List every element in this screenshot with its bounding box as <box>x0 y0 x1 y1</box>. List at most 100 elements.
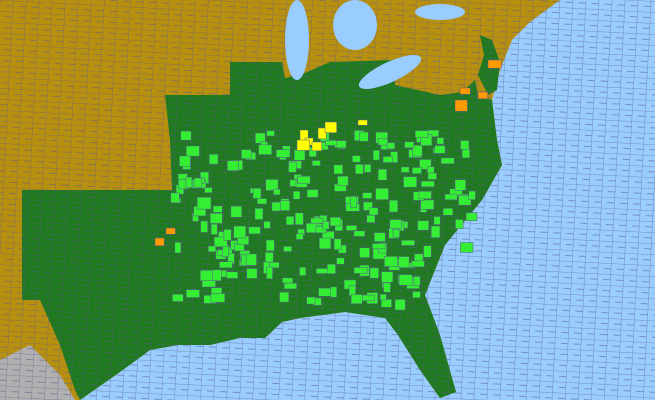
county-present <box>383 282 391 293</box>
county-noxious <box>311 141 322 152</box>
county-present <box>363 164 372 173</box>
county-present <box>350 294 363 305</box>
county-present <box>468 190 476 200</box>
county-present <box>223 229 232 241</box>
county-noxious <box>357 119 368 126</box>
county-present <box>355 164 364 175</box>
county-present <box>248 226 261 235</box>
county-present <box>227 160 239 171</box>
county-present <box>315 225 327 234</box>
county-present <box>170 192 180 203</box>
county-present <box>404 141 415 149</box>
county-present <box>279 200 291 211</box>
county-present <box>359 131 369 142</box>
county-present <box>264 252 274 263</box>
county-present <box>363 201 373 211</box>
county-present <box>444 193 458 201</box>
county-present <box>433 216 441 225</box>
county-present <box>417 220 430 231</box>
county-present <box>436 137 444 145</box>
county-present <box>275 149 291 158</box>
county-present <box>209 212 223 224</box>
county-present <box>255 132 266 144</box>
county-present <box>411 260 425 268</box>
county-present <box>434 145 446 154</box>
county-noxious <box>296 139 310 151</box>
county-present <box>292 190 301 200</box>
county-present <box>455 219 464 229</box>
county-present <box>362 192 372 199</box>
county-present <box>241 149 252 159</box>
county-rare <box>165 227 176 235</box>
county-present <box>337 175 349 186</box>
county-rare <box>154 237 165 247</box>
county-present <box>233 225 246 239</box>
county-present <box>179 155 191 167</box>
county-present <box>336 257 345 265</box>
county-present <box>200 269 213 282</box>
county-rare <box>459 87 471 95</box>
county-present <box>375 188 389 200</box>
county-present <box>269 262 280 269</box>
county-present <box>392 229 400 238</box>
county-present <box>394 299 406 311</box>
county-rare <box>487 59 502 69</box>
county-present <box>266 130 275 137</box>
county-present <box>381 271 394 283</box>
county-present <box>295 233 304 240</box>
county-present <box>377 168 387 181</box>
county-present <box>210 223 218 235</box>
county-present <box>254 208 264 220</box>
county-present <box>414 253 424 263</box>
county-present <box>305 222 318 233</box>
county-present <box>311 160 321 167</box>
county-present <box>359 247 370 258</box>
county-present <box>421 180 435 188</box>
county-noxious <box>317 127 327 140</box>
county-present <box>411 167 422 174</box>
county-present <box>172 294 184 302</box>
county-present <box>330 286 338 298</box>
county-present <box>180 130 192 141</box>
county-present <box>379 293 387 301</box>
county-present <box>458 195 472 206</box>
county-present <box>399 274 413 286</box>
county-present <box>226 271 239 279</box>
county-present <box>185 145 200 157</box>
county-present <box>319 237 332 250</box>
county-present <box>219 261 233 269</box>
county-present <box>400 166 410 173</box>
county-present <box>398 256 410 268</box>
county-present <box>368 207 379 216</box>
county-present <box>310 217 324 224</box>
county-present <box>374 232 386 242</box>
county-present <box>348 285 356 296</box>
county-present <box>285 216 295 226</box>
county-present <box>212 205 223 213</box>
county-present <box>299 267 307 276</box>
county-present <box>412 145 423 157</box>
county-present <box>200 220 208 233</box>
county-present <box>322 221 330 230</box>
county-present <box>266 266 273 280</box>
county-present <box>295 212 304 225</box>
county-present <box>258 144 273 155</box>
county-present <box>427 172 437 180</box>
lake-michigan <box>285 0 309 80</box>
county-present <box>288 161 297 173</box>
county-present <box>213 236 228 248</box>
county-present <box>193 177 203 188</box>
county-present <box>454 179 467 191</box>
county-present <box>360 294 375 302</box>
county-present <box>279 291 290 303</box>
county-present <box>352 155 361 163</box>
county-present <box>350 195 357 208</box>
county-present <box>230 205 243 218</box>
county-present <box>377 137 388 146</box>
county-present <box>401 239 415 246</box>
county-present <box>440 157 455 164</box>
county-noxious <box>324 121 337 133</box>
county-present <box>419 159 432 170</box>
county-present <box>418 191 432 200</box>
